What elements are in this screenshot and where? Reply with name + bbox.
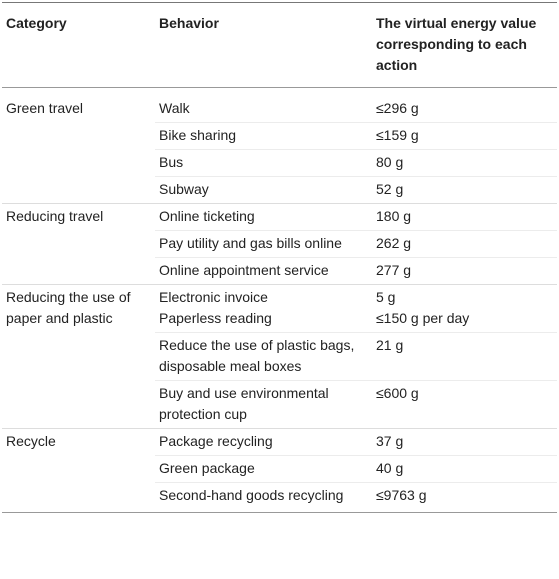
header-cell: Category <box>6 15 67 31</box>
value-cell: ≤9763 g <box>372 482 557 513</box>
table-row: Green package 40 g <box>2 455 557 483</box>
table-row: Online appointment service 277 g <box>2 257 557 285</box>
category-cell: Reducing travel <box>2 203 155 285</box>
category-cell: Recycle <box>2 428 155 513</box>
behavior-cell: Buy and use environmental protection cup <box>155 380 372 429</box>
value-cell: ≤296 g <box>376 100 419 116</box>
value-cell: 5 g ≤150 g per day <box>372 284 557 333</box>
behavior-cell: Online appointment service <box>155 257 372 285</box>
behavior-cell: Pay utility and gas bills online <box>155 230 372 258</box>
header-row: Category Behavior The virtual energy val… <box>2 2 557 88</box>
value-cell: 52 g <box>372 176 557 204</box>
value-cell: 277 g <box>372 257 557 285</box>
category-cell: Green travel <box>6 100 84 116</box>
value-cell: 80 g <box>372 149 557 177</box>
value-cell: ≤159 g <box>372 122 557 150</box>
behavior-cell: Walk <box>159 100 190 116</box>
value-cell: 40 g <box>372 455 557 483</box>
value-cell: ≤600 g <box>372 380 557 429</box>
table-body: Green travel Walk ≤296 g Bike sharing ≤159 g… <box>2 88 557 513</box>
table-row: Subway 52 g <box>2 176 557 204</box>
behavior-cell: Subway <box>155 176 372 204</box>
value-cell: 262 g <box>372 230 557 258</box>
table-row: Bus 80 g <box>2 149 557 177</box>
table-row: Bike sharing ≤159 g <box>2 122 557 150</box>
category-cell: Reducing the use of paper and plastic <box>2 284 155 429</box>
table-row: Reducing the use of paper and plastic Ele… <box>2 284 557 429</box>
behavior-cell: Bike sharing <box>155 122 372 150</box>
behavior-cell: Bus <box>155 149 372 177</box>
table-row: Buy and use environmental protection cup… <box>2 380 557 429</box>
table-row: Second-hand goods recycling ≤9763 g <box>2 482 557 513</box>
header-cell: Behavior <box>159 15 219 31</box>
table-row: Recycle Package recycling 37 g <box>2 428 557 513</box>
behavior-cell: Electronic invoice Paperless reading <box>155 284 372 333</box>
behavior-cell: Green package <box>155 455 372 483</box>
behavior-cell: Reduce the use of plastic bags, disposab… <box>155 332 372 381</box>
table-row: Green travel Walk ≤296 g <box>2 88 557 123</box>
behavior-cell: Package recycling <box>155 428 372 456</box>
header-cell: The virtual energy value corresponding t… <box>376 15 537 73</box>
table-row: Reducing travel Online ticketing 180 g <box>2 203 557 285</box>
table-row: Pay utility and gas bills online 262 g <box>2 230 557 258</box>
table-header: Category Behavior The virtual energy val… <box>2 2 557 88</box>
value-cell: 21 g <box>372 332 557 381</box>
behavior-cell: Second-hand goods recycling <box>155 482 372 513</box>
value-cell: 37 g <box>372 428 557 456</box>
value-cell: 180 g <box>372 203 557 231</box>
table-row: Reduce the use of plastic bags, disposab… <box>2 332 557 381</box>
behavior-cell: Online ticketing <box>155 203 372 231</box>
energy-table: Category Behavior The virtual energy val… <box>2 2 557 513</box>
